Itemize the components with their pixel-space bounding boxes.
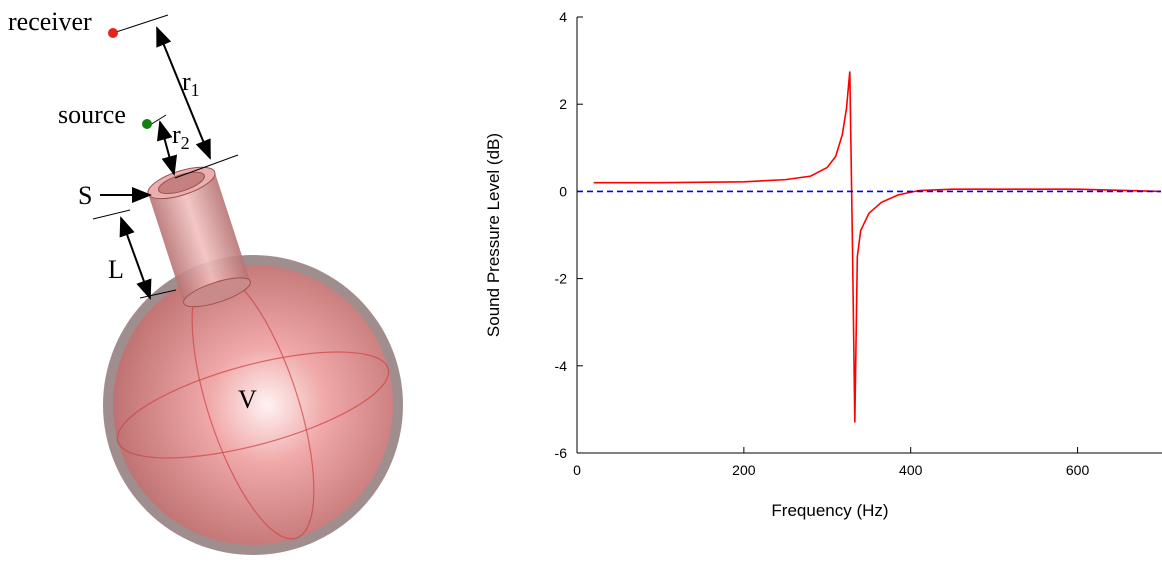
data-line (594, 72, 1161, 423)
x-tick-label: 400 (899, 462, 923, 478)
y-tick-label: 2 (559, 96, 567, 112)
v-label: V (238, 385, 257, 414)
x-axis-label: Frequency (Hz) (771, 501, 888, 520)
y-tick-label: -4 (555, 358, 568, 374)
l-label: L (108, 255, 124, 284)
r2-base: r (172, 120, 181, 149)
receiver-label: receiver (8, 7, 92, 36)
y-tick-label: 0 (559, 183, 567, 199)
y-axis-label: Sound Pressure Level (dB) (484, 133, 503, 337)
source-label: source (58, 100, 126, 129)
x-tick-label: 600 (1066, 462, 1090, 478)
y-tick-label: -2 (555, 271, 568, 287)
figure: receiver source r1 r2 S L V Frequency (H… (0, 0, 1162, 562)
y-tick-label: 4 (559, 9, 567, 25)
r1-base: r (182, 67, 191, 96)
r1-sub: 1 (191, 80, 200, 100)
s-label: S (78, 181, 92, 210)
y-tick-label: -6 (555, 445, 568, 461)
x-tick-label: 200 (732, 462, 756, 478)
resonator-drawing (93, 15, 403, 555)
r2-label: r2 (172, 120, 190, 153)
x-tick-label: 0 (573, 462, 581, 478)
r2-sub: 2 (181, 133, 190, 153)
r1-label: r1 (182, 67, 200, 100)
